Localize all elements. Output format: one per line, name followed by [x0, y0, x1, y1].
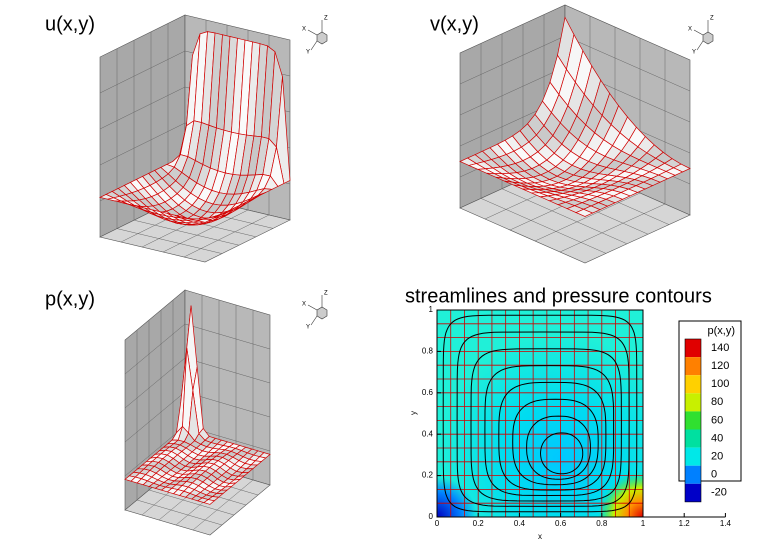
triad-label: Y	[306, 50, 310, 56]
triad-label: X	[302, 27, 306, 33]
box-grid-line	[534, 192, 641, 242]
panel-title: v(x,y)	[430, 13, 479, 35]
legend-swatch	[685, 429, 701, 448]
legend-swatch	[685, 411, 701, 430]
triad-axis	[307, 304, 318, 311]
box-grid-line	[459, 66, 566, 116]
panel-title: streamlines and pressure contours	[405, 285, 712, 307]
y-tick-label: 0.6	[422, 388, 434, 397]
box-grid-line	[162, 209, 249, 253]
box-grid-line	[116, 228, 223, 254]
x-tick-label: 1.2	[679, 519, 691, 528]
triad-axis	[310, 40, 318, 51]
triad-label: Z	[710, 16, 714, 22]
box-grid-line	[501, 188, 628, 245]
triad-label: Z	[324, 291, 328, 297]
triad-cube	[316, 31, 328, 45]
x-tick-label: 1	[641, 519, 646, 528]
triad-label: X	[688, 27, 692, 33]
streamline	[539, 432, 584, 475]
legend-swatch	[685, 357, 701, 376]
legend-label: 80	[711, 396, 723, 408]
triad-axis	[693, 29, 704, 36]
legend-bar-border	[684, 338, 702, 503]
triad-cube	[702, 31, 714, 45]
legend-swatch	[685, 465, 701, 484]
legend-label: 140	[711, 342, 729, 354]
surface-cell	[197, 218, 212, 223]
y-tick-label: 0.4	[422, 429, 434, 438]
box-grid-line	[124, 425, 186, 477]
legend-label: 60	[711, 414, 723, 426]
y-tick-label: 0	[429, 512, 434, 521]
legend-swatch	[685, 483, 701, 502]
y-tick-label: 0.2	[422, 471, 434, 480]
box-grid-line	[192, 479, 254, 531]
box-grid-line	[148, 489, 235, 516]
triad-axis	[696, 40, 704, 51]
box-grid-line	[459, 35, 566, 85]
y-tick-label: 1	[429, 305, 434, 314]
legend-swatch	[685, 339, 701, 358]
box-grid-line	[184, 357, 271, 384]
x-tick-label: 0.2	[473, 519, 485, 528]
x-tick-label: 0.4	[514, 519, 526, 528]
legend-label: 100	[711, 378, 729, 390]
panel-title: u(x,y)	[45, 13, 95, 35]
box-grid-line	[183, 214, 270, 258]
box-grid-line	[136, 499, 223, 526]
y-tick-label: 0.8	[422, 347, 434, 356]
field-corner	[598, 472, 643, 517]
box-grid-line	[480, 198, 607, 254]
legend-label: 120	[711, 360, 729, 372]
legend-swatch	[685, 393, 701, 412]
box-grid-line	[99, 50, 186, 94]
legend-swatch	[685, 375, 701, 394]
box-grid-line	[133, 219, 240, 246]
x-tick-label: 0.8	[596, 519, 608, 528]
box-grid-line	[124, 391, 186, 443]
x-tick-label: 1.4	[720, 519, 732, 528]
legend-swatch	[685, 447, 701, 466]
surface-cell	[575, 208, 594, 217]
legend-label: 0	[711, 469, 717, 481]
streamline	[498, 381, 607, 491]
surface-cell	[203, 499, 216, 505]
box-grid-line	[124, 357, 186, 409]
x-tick-label: 0	[435, 519, 440, 528]
triad-label: X	[302, 302, 306, 308]
streamline	[470, 348, 622, 502]
box-grid-line	[99, 86, 186, 130]
streamline	[484, 365, 615, 497]
box-grid-line	[564, 35, 691, 92]
x-axis-label: x	[538, 532, 542, 541]
floor	[99, 194, 291, 263]
triad-label: Z	[324, 16, 328, 22]
box-grid-line	[559, 203, 666, 253]
y-axis-label: y	[409, 411, 418, 415]
box-grid-line	[184, 323, 271, 350]
triad-label: Y	[306, 325, 310, 331]
streamline	[442, 314, 638, 513]
triad-axis	[310, 315, 318, 326]
triad-cube	[316, 306, 328, 320]
triad-axis	[307, 29, 318, 36]
legend-label: 20	[711, 451, 723, 463]
legend-label: -20	[711, 487, 727, 499]
streamline	[526, 415, 592, 480]
streamline	[512, 398, 599, 486]
legend-title: p(x,y)	[708, 325, 736, 337]
x-tick-label: 0.6	[555, 519, 567, 528]
panel-title: p(x,y)	[45, 288, 95, 310]
box-grid-line	[99, 122, 186, 166]
streamline	[456, 331, 630, 507]
box-grid-line	[124, 323, 186, 375]
triad-label: Y	[692, 50, 696, 56]
legend-label: 40	[711, 432, 723, 444]
